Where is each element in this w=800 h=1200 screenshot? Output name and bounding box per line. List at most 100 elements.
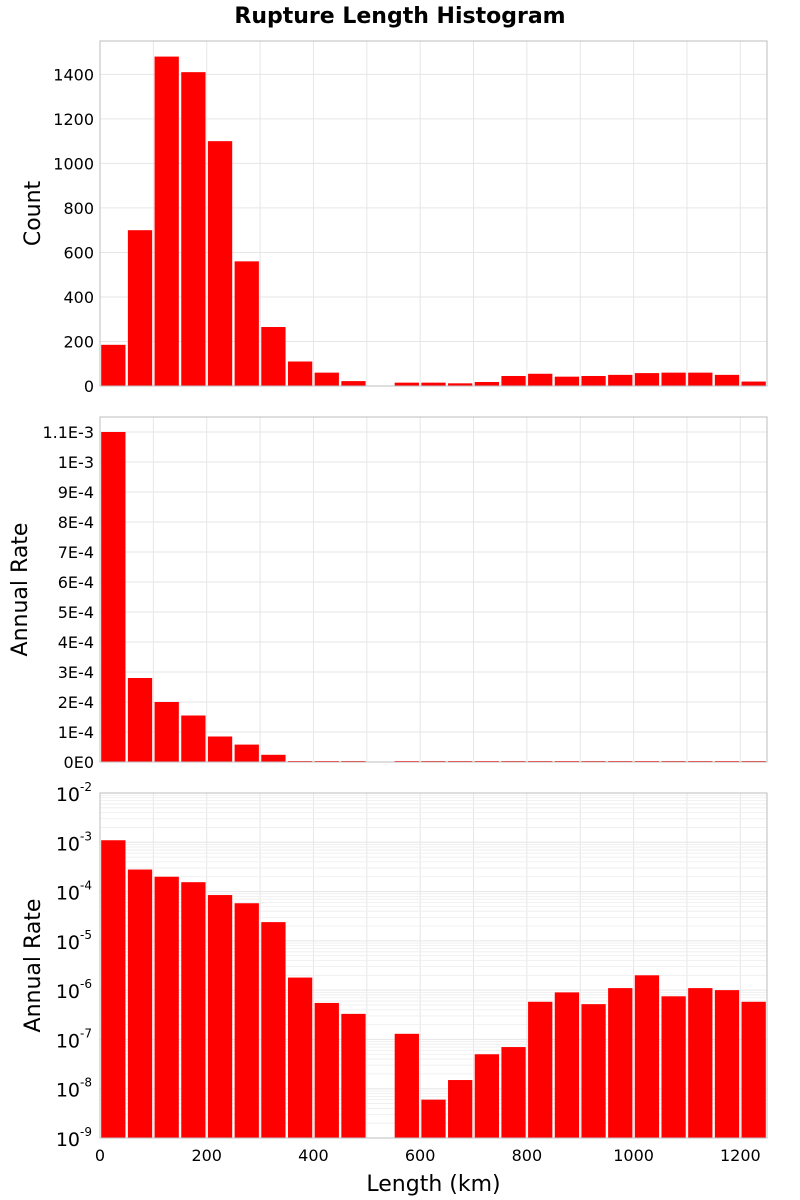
y-tick-label: 6E-4: [58, 573, 94, 592]
histogram-bar: [554, 992, 580, 1138]
histogram-bar: [634, 373, 660, 386]
histogram-bar: [314, 1002, 339, 1138]
plot-border: [99, 792, 768, 1139]
x-tick-label: 0: [95, 1146, 105, 1165]
histogram-bar: [154, 702, 179, 762]
histogram-bar: [608, 374, 633, 386]
histogram-bar: [181, 882, 206, 1138]
y-tick-label: 10-6: [56, 977, 92, 1003]
plot-border: [99, 40, 768, 387]
y-tick-label: 5E-4: [58, 603, 94, 622]
histogram-bar: [234, 744, 259, 762]
y-axis-ticks: 0 200 400 600 800 1000 1200 1400: [53, 65, 94, 396]
y-tick-label: 1400: [53, 65, 94, 84]
histogram-bar: [581, 1004, 606, 1138]
histogram-bar: [207, 895, 233, 1138]
y-tick-label: 200: [63, 332, 94, 351]
x-tick-label: 800: [512, 1146, 543, 1165]
x-axis-ticks: 0 200 400 600 800 1000 1200: [95, 1146, 761, 1165]
histogram-bar: [741, 381, 766, 386]
histogram-bar: [501, 375, 526, 386]
y-tick-label: 1E-3: [58, 453, 94, 472]
histogram-bar: [608, 988, 633, 1138]
plot-border: [99, 416, 768, 763]
histogram-bar: [207, 736, 233, 762]
y-tick-label: 1000: [53, 154, 94, 173]
histogram-bar: [421, 1099, 446, 1138]
histogram-bar: [287, 977, 313, 1138]
y-tick-label: 10-3: [56, 829, 92, 855]
y-tick-label: 1.1E-3: [42, 423, 94, 442]
x-tick-label: 1000: [613, 1146, 654, 1165]
y-axis-label: Annual Rate: [21, 899, 46, 1033]
bars: [101, 56, 766, 387]
y-tick-label: 400: [63, 288, 94, 307]
y-tick-label: 8E-4: [58, 513, 94, 532]
bars: [101, 840, 766, 1138]
x-tick-label: 600: [405, 1146, 436, 1165]
histogram-bar: [661, 372, 686, 386]
y-tick-label: 4E-4: [58, 633, 94, 652]
histogram-bar: [741, 1001, 766, 1138]
histogram-bar: [394, 1033, 419, 1138]
chart-panels: 0 200 400 600 800 1000 1200 1400 Count 0E0 1E-4 2E-…: [8, 40, 768, 1197]
y-axis-label: Count: [21, 180, 46, 246]
histogram-bar: [714, 374, 740, 386]
histogram-bar: [528, 373, 553, 386]
histogram-bar: [341, 1013, 366, 1138]
histogram-bar: [101, 840, 126, 1138]
histogram-bar: [661, 996, 686, 1138]
y-tick-label: 10-4: [56, 879, 92, 905]
histogram-bar: [634, 975, 660, 1138]
histogram-bar: [714, 990, 740, 1138]
histogram-bar: [554, 376, 580, 386]
y-tick-label: 10-7: [56, 1026, 92, 1052]
y-tick-label: 10-9: [56, 1125, 92, 1151]
histogram-bar: [127, 869, 153, 1138]
histogram-bar: [581, 375, 606, 386]
y-tick-label: 2E-4: [58, 693, 94, 712]
histogram-bar: [688, 372, 713, 386]
histogram-bar: [474, 1054, 499, 1138]
histogram-bar: [421, 382, 446, 386]
histogram-bar: [127, 230, 153, 386]
chart-title: Rupture Length Histogram: [234, 4, 565, 29]
histogram-bar: [154, 876, 179, 1138]
count-panel: 0 200 400 600 800 1000 1200 1400 Count: [21, 40, 768, 396]
histogram-bar: [234, 903, 259, 1138]
x-tick-label: 400: [298, 1146, 329, 1165]
histogram-bar: [101, 344, 126, 386]
y-tick-label: 9E-4: [58, 483, 94, 502]
histogram-bar: [261, 327, 286, 386]
x-tick-label: 200: [191, 1146, 222, 1165]
y-axis-ticks: 0E0 1E-4 2E-4 3E-4 4E-4 5E-4 6E-4 7E-4 8E-4 9E-4 1…: [42, 423, 94, 772]
histogram-bar: [501, 1047, 526, 1138]
histogram-bar: [181, 72, 206, 387]
histogram-bar: [287, 361, 313, 386]
histogram-bar: [127, 678, 153, 762]
histogram-bar: [341, 381, 366, 386]
x-axis-label: Length (km): [366, 1172, 500, 1197]
y-tick-label: 10-8: [56, 1076, 92, 1102]
x-tick-label: 1200: [720, 1146, 761, 1165]
histogram-bar: [394, 382, 419, 386]
y-tick-label: 600: [63, 243, 94, 262]
histogram-bar: [101, 432, 126, 762]
histogram-bar: [688, 988, 713, 1138]
rate-log-panel: 10-9 10-8 10-7 10-6 10-5 10-4 10-3 10-2 Annual R…: [21, 780, 768, 1197]
y-tick-label: 0: [84, 377, 94, 396]
histogram-bar: [528, 1001, 553, 1138]
y-tick-label: 1E-4: [58, 723, 94, 742]
plot-area: [99, 416, 768, 763]
histogram-bar: [474, 381, 499, 386]
y-tick-label: 10-2: [56, 780, 92, 806]
gridlines: [100, 417, 767, 762]
histogram-bar: [314, 372, 339, 386]
y-tick-label: 800: [63, 199, 94, 218]
histogram-bar: [181, 715, 206, 762]
histogram-bar: [261, 754, 286, 762]
rate-linear-panel: 0E0 1E-4 2E-4 3E-4 4E-4 5E-4 6E-4 7E-4 8E-4 9E-4 1…: [8, 416, 768, 772]
y-axis-label: Annual Rate: [8, 523, 33, 657]
y-tick-label: 3E-4: [58, 663, 94, 682]
